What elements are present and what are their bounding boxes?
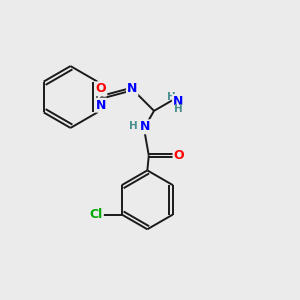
Text: N: N: [173, 95, 183, 108]
Text: N: N: [96, 99, 106, 112]
Text: N: N: [127, 82, 137, 95]
Text: N: N: [140, 120, 151, 133]
Text: O: O: [173, 149, 184, 162]
Text: H: H: [174, 104, 182, 115]
Text: Cl: Cl: [90, 208, 103, 221]
Text: H: H: [167, 92, 176, 101]
Text: O: O: [96, 82, 106, 95]
Text: H: H: [129, 121, 138, 131]
